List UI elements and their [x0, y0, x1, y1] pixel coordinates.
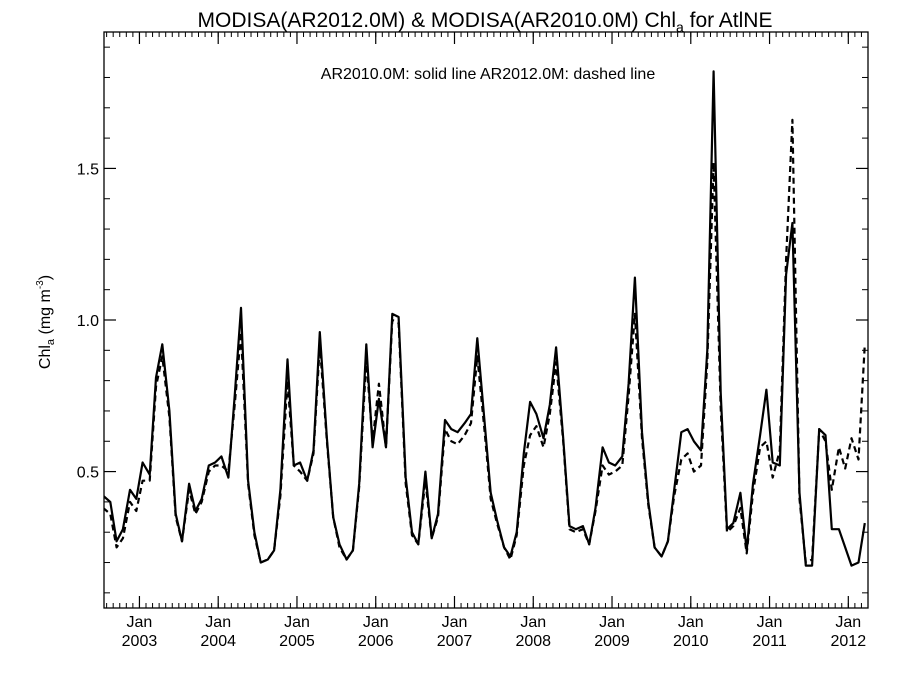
x-tick-label-year: 2005 — [279, 633, 315, 650]
series-layer — [104, 70, 866, 567]
y-axis-label-close: ) — [37, 275, 54, 280]
x-tick-label-year: 2008 — [515, 633, 551, 650]
x-tick-label-month: Jan — [520, 614, 546, 631]
chart-title-suffix: for AtlNE — [684, 9, 773, 32]
x-tick-label-month: Jan — [363, 614, 389, 631]
x-tick-label-month: Jan — [678, 614, 704, 631]
y-tick-label: 0.5 — [77, 465, 99, 482]
x-tick-label-year: 2006 — [358, 633, 394, 650]
plot-frame — [103, 31, 869, 609]
x-tick-label-month: Jan — [835, 614, 861, 631]
y-axis-label-exponent: -3 — [35, 280, 46, 289]
x-tick-label-month: Jan — [599, 614, 625, 631]
y-axis-label-subscript: a — [45, 338, 57, 345]
chart-title-subscript: a — [676, 19, 684, 35]
x-tick-label-year: 2011 — [752, 633, 787, 650]
x-tick-label-year: 2004 — [200, 633, 236, 650]
y-axis-label: Chla (mg m-3) — [35, 275, 57, 369]
series-line-ar2012-0m — [104, 118, 866, 564]
y-axis-label-main: Chl — [37, 345, 54, 369]
series-line-ar2010-0m — [104, 70, 866, 567]
y-tick-label: 1.0 — [77, 313, 99, 330]
x-tick-label-month: Jan — [284, 614, 310, 631]
x-tick-label-year: 2009 — [594, 633, 630, 650]
x-tick-label-year: 2003 — [122, 633, 158, 650]
chart-title-main: MODISA(AR2012.0M) & MODISA(AR2010.0M) Ch… — [198, 9, 676, 32]
tick-layer: 0.5 1.0 1.5 Jan 2003 Jan 2004 Jan 2005 Jan 2006 Jan… — [77, 32, 869, 650]
legend-annotation: AR2010.0M: solid line AR2012.0M: dashed … — [321, 66, 656, 83]
x-tick-label-year: 2010 — [673, 633, 709, 650]
x-tick-label-year: 2012 — [831, 633, 867, 650]
x-tick-label-month: Jan — [442, 614, 468, 631]
x-tick-label-month: Jan — [205, 614, 231, 631]
x-tick-label-month: Jan — [757, 614, 783, 631]
y-axis-label-units: (mg m — [37, 289, 54, 339]
x-tick-label-month: Jan — [127, 614, 153, 631]
x-tick-label-year: 2007 — [437, 633, 473, 650]
chart-title: MODISA(AR2012.0M) & MODISA(AR2010.0M) Ch… — [198, 9, 773, 35]
y-tick-label: 1.5 — [77, 161, 99, 178]
